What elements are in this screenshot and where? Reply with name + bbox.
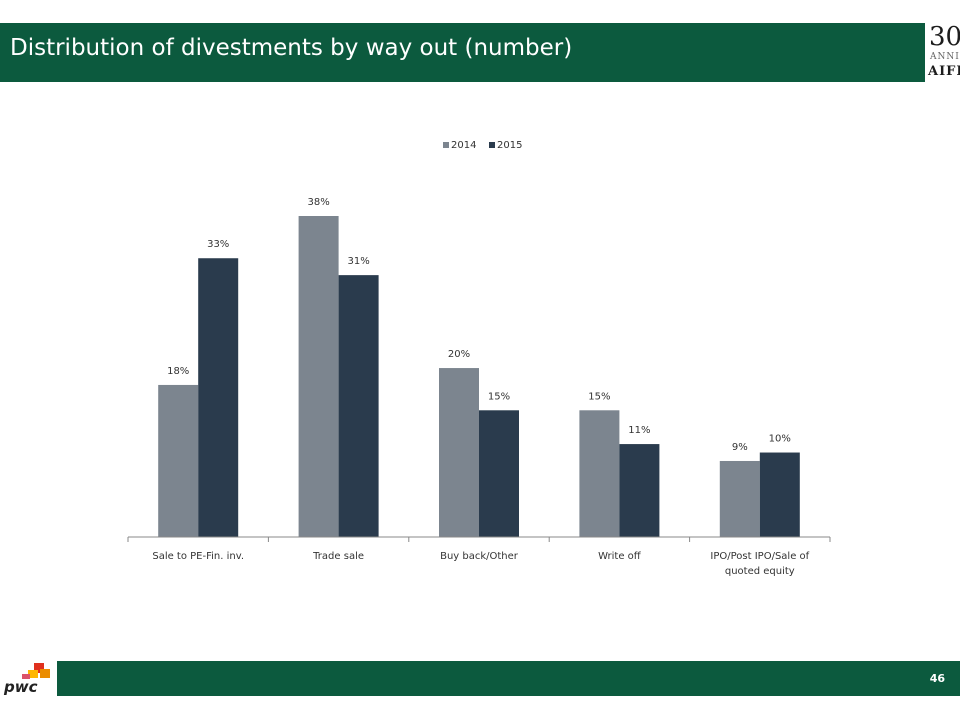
bar-chart: 2014 2015 18% 33% Sale to PE-Fin. inv. 38% 31%…: [127, 140, 831, 577]
pwc-logo: pwc: [4, 660, 54, 700]
bar-2015-3: [619, 444, 660, 537]
x-tick-label-4: IPO/Post IPO/Sale of: [710, 551, 809, 562]
pwc-logo-mark-icon: [22, 663, 50, 679]
bar-2015-4: [759, 452, 800, 537]
data-label-2014-3: 15%: [588, 391, 610, 402]
bar-2014-2: [439, 368, 479, 537]
bar-2014-1: [298, 216, 339, 537]
data-label-2015-3: 11%: [628, 425, 650, 436]
bar-2014-3: [579, 410, 620, 537]
legend-label-2015: 2015: [497, 140, 522, 151]
aifi-anniversary-logo: 30 ANNI AIFI: [927, 22, 960, 82]
data-label-2014-1: 38%: [307, 197, 329, 208]
page-number: 46: [929, 672, 945, 685]
data-label-2015-4: 10%: [769, 434, 791, 445]
data-label-2014-0: 18%: [167, 366, 189, 377]
logo-number: 30: [929, 22, 960, 52]
data-label-2015-0: 33%: [207, 239, 229, 250]
page-title: Distribution of divestments by way out (…: [10, 35, 573, 61]
footer-bar: 46: [57, 661, 960, 696]
data-label-2014-2: 20%: [448, 349, 470, 360]
bar-2014-0: [158, 384, 199, 537]
legend-swatch-2014: [443, 142, 449, 148]
title-bar: Distribution of divestments by way out (…: [0, 23, 925, 82]
bar-2014-4: [719, 460, 760, 537]
logo-word: ANNI: [930, 52, 960, 62]
legend-swatch-2015: [489, 142, 495, 148]
x-tick-label-1: Trade sale: [312, 551, 364, 562]
bar-2015-2: [479, 410, 519, 537]
data-label-2015-1: 31%: [347, 256, 369, 267]
legend-label-2014: 2014: [451, 140, 476, 151]
bar-2015-0: [198, 258, 239, 537]
data-label-2015-2: 15%: [488, 391, 510, 402]
bar-2015-1: [338, 275, 379, 537]
data-label-2014-4: 9%: [732, 442, 748, 453]
x-tick-label-0: Sale to PE-Fin. inv.: [152, 551, 244, 562]
x-tick-label-4-1: quoted equity: [725, 566, 795, 577]
logo-brand: AIFI: [928, 64, 960, 79]
x-tick-label-2: Buy back/Other: [440, 551, 519, 562]
pwc-logo-text: pwc: [4, 678, 38, 696]
x-tick-label-3: Write off: [598, 551, 642, 562]
